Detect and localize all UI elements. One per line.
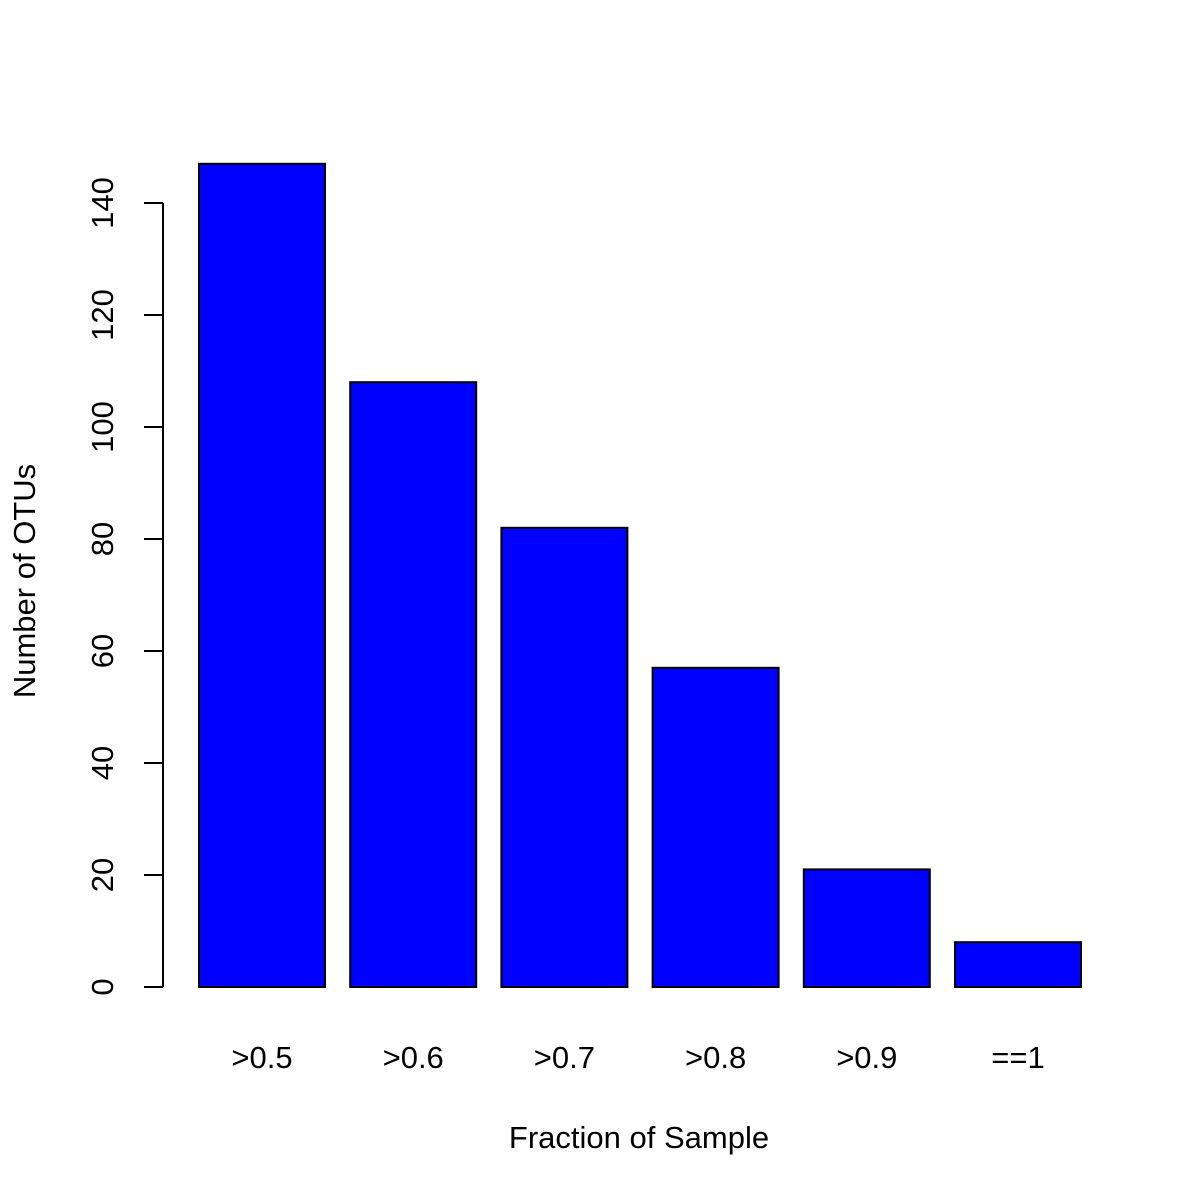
x-category-label: ==1 xyxy=(991,1040,1044,1075)
y-tick-label: 0 xyxy=(85,978,120,995)
y-tick-label: 80 xyxy=(85,522,120,556)
y-tick-label: 100 xyxy=(85,401,120,453)
x-axis-labels: >0.5 >0.6 >0.7 >0.8 >0.9 ==1 xyxy=(231,1040,1044,1075)
y-axis-title: Number of OTUs xyxy=(7,464,42,698)
x-category-label: >0.7 xyxy=(534,1040,595,1075)
x-axis-title: Fraction of Sample xyxy=(509,1120,769,1155)
y-tick-label: 140 xyxy=(85,177,120,229)
bar-5 xyxy=(802,868,931,989)
bars-group xyxy=(198,162,1082,989)
bar-6 xyxy=(954,941,1082,989)
bar-3 xyxy=(500,526,629,988)
y-tick-label: 120 xyxy=(85,289,120,341)
bar-1 xyxy=(198,162,326,989)
x-category-label: >0.9 xyxy=(836,1040,897,1075)
x-category-label: >0.6 xyxy=(383,1040,444,1075)
x-category-label: >0.5 xyxy=(231,1040,292,1075)
x-category-label: >0.8 xyxy=(685,1040,746,1075)
y-tick-label: 60 xyxy=(85,634,120,668)
bar-2 xyxy=(349,381,478,988)
y-tick-label: 40 xyxy=(85,746,120,780)
y-tick-label: 20 xyxy=(85,858,120,892)
bar-4 xyxy=(651,666,780,988)
y-axis: 0 20 40 60 80 100 120 140 xyxy=(85,177,164,996)
